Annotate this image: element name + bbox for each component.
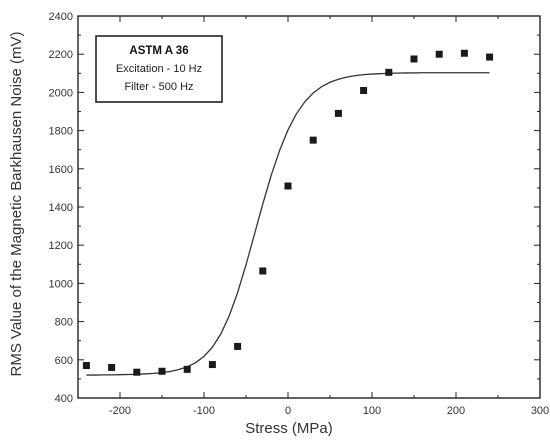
y-tick-label: 2400 xyxy=(49,11,73,23)
data-point xyxy=(284,182,292,190)
data-point xyxy=(183,365,191,373)
legend-box: ASTM A 36 Excitation - 10 Hz Filter - 50… xyxy=(95,35,223,103)
data-point xyxy=(234,342,242,350)
x-tick-label: 0 xyxy=(285,405,291,417)
data-point xyxy=(486,53,494,61)
data-point xyxy=(82,362,90,370)
data-point xyxy=(309,136,317,144)
fit-curve-layer xyxy=(86,72,490,376)
data-point xyxy=(158,367,166,375)
x-axis-label: Stress (MPa) xyxy=(245,420,333,437)
x-axis-ticks: -200 -100 0 100 200 300 xyxy=(77,16,549,417)
x-tick-label: 200 xyxy=(447,405,465,417)
y-axis-ticks: 400 600 800 1000 1200 1400 1600 1800 2000 2200 240… xyxy=(49,11,540,405)
fit-curve xyxy=(86,72,490,376)
x-tick-label: 100 xyxy=(363,405,381,417)
data-point xyxy=(435,50,443,58)
y-tick-label: 1800 xyxy=(49,126,73,138)
legend-title: ASTM A 36 xyxy=(129,45,188,57)
y-tick-label: 1400 xyxy=(49,202,73,214)
data-point xyxy=(385,68,393,76)
legend-line-filter: Filter - 500 Hz xyxy=(124,81,193,93)
legend-line-excitation: Excitation - 10 Hz xyxy=(116,63,202,75)
y-tick-label: 1200 xyxy=(49,240,73,252)
data-point xyxy=(410,55,418,63)
y-axis-label: RMS Value of the Magnetic Barkhausen Noi… xyxy=(8,32,25,377)
data-point xyxy=(259,267,267,275)
y-tick-label: 1600 xyxy=(49,164,73,176)
data-point xyxy=(360,86,368,94)
x-tick-label: -100 xyxy=(193,405,215,417)
y-tick-label: 800 xyxy=(55,317,73,329)
data-points-layer xyxy=(82,49,494,376)
data-point xyxy=(133,368,141,376)
data-point xyxy=(108,363,116,371)
legend-frame xyxy=(95,35,223,103)
y-tick-label: 400 xyxy=(55,393,73,405)
y-tick-label: 600 xyxy=(55,355,73,367)
y-tick-label: 2200 xyxy=(49,49,73,61)
data-point xyxy=(208,361,216,369)
data-point xyxy=(334,109,342,117)
data-point xyxy=(460,49,468,57)
x-tick-label: 300 xyxy=(531,405,549,417)
y-tick-label: 2000 xyxy=(49,87,73,99)
y-tick-label: 1000 xyxy=(49,278,73,290)
x-tick-label: -200 xyxy=(109,405,131,417)
